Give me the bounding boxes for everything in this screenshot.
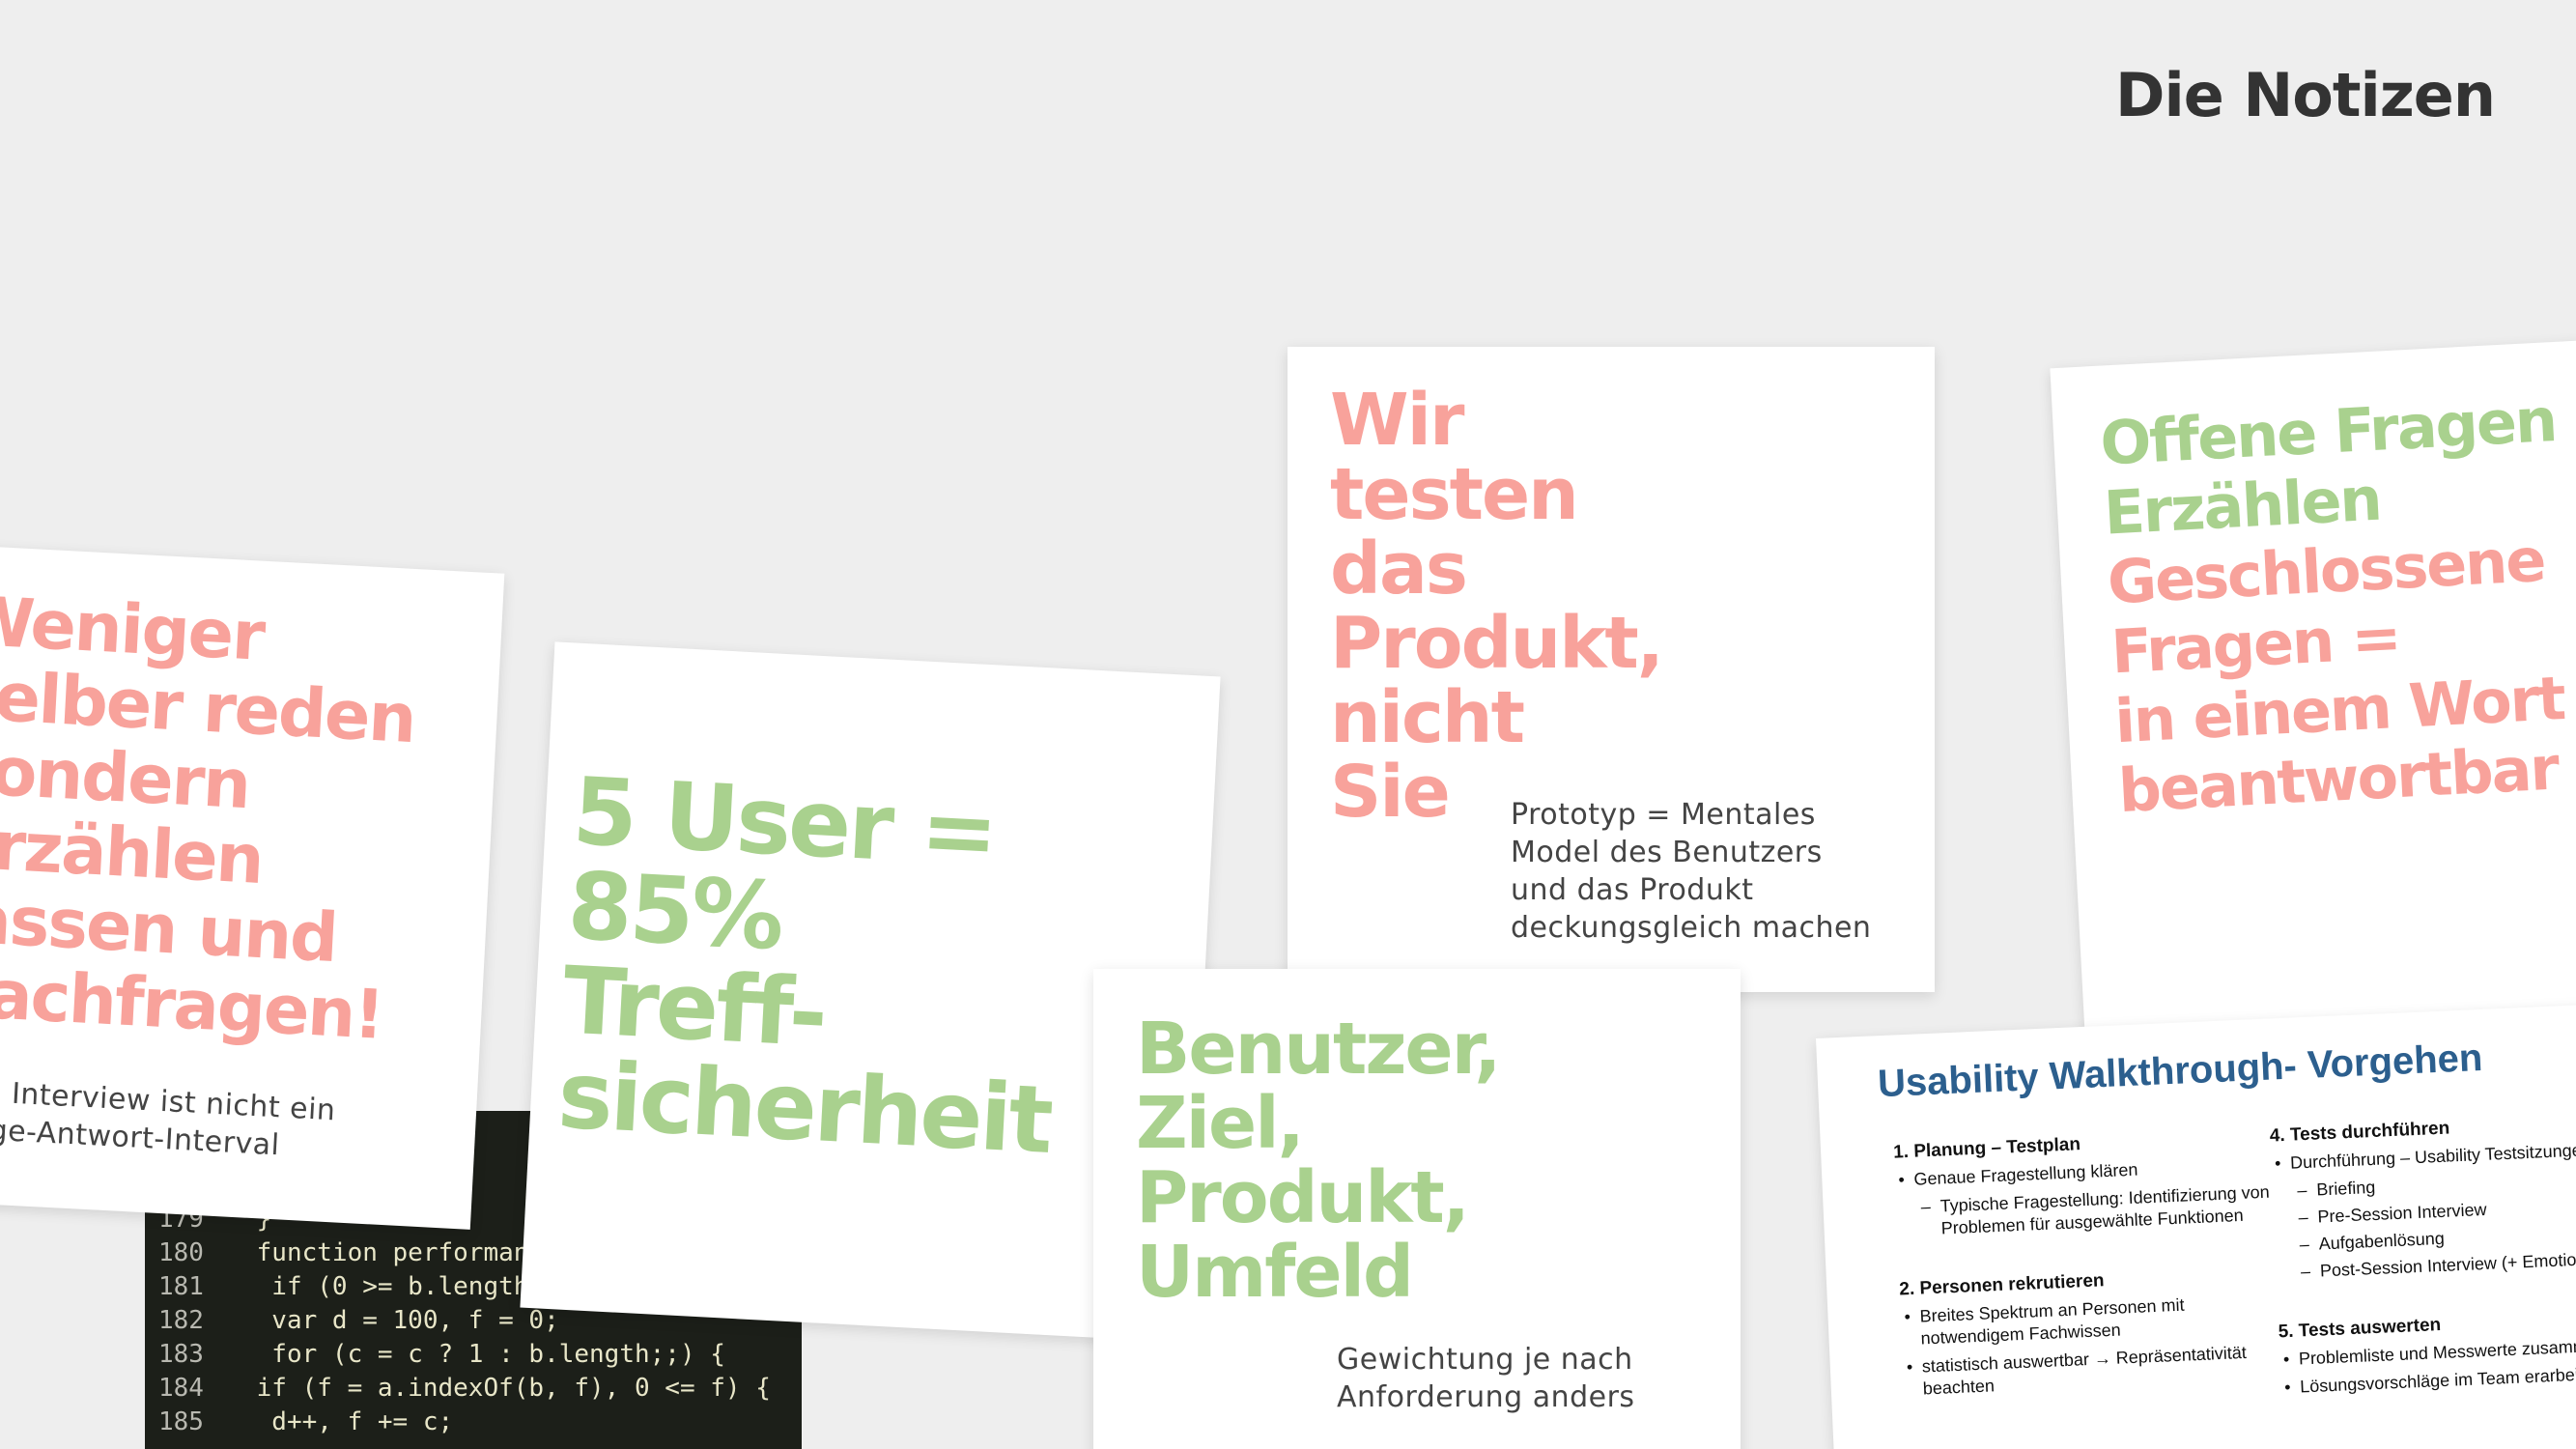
note-card: Wir testen das Produkt, nicht Sie Prototyp = M… [1288, 347, 1935, 992]
body-line: deckungsgleich machen [1511, 911, 1872, 945]
body-line: Prototyp = Mentales [1511, 798, 1816, 832]
heading-line: testen [1330, 453, 1579, 536]
slide-column: 4. Tests durchführenDurchführung – Usabi… [2269, 1108, 2576, 1435]
code-text: if (f = a.indexOf(b, f), 0 <= f) { [241, 1374, 771, 1403]
heading-line: sicherheit [555, 1040, 1054, 1175]
card-heading: Wir testen das Produkt, nicht Sie [1330, 379, 1664, 834]
heading-line: Umfeld [1136, 1231, 1414, 1314]
line-number: 184 [158, 1374, 204, 1403]
heading-line: Produkt, [1330, 602, 1664, 685]
heading-line: Ziel, [1136, 1082, 1305, 1165]
card-body: Gewichtung je nach Anforderung anders [1337, 1341, 1635, 1416]
body-line: Anforderung anders [1337, 1380, 1635, 1414]
body-line: Gewichtung je nach [1337, 1343, 1633, 1377]
card-heading: Weniger selber reden sondern erzählen lassen… [0, 581, 420, 1054]
heading-line: das [1330, 527, 1468, 611]
code-text: d++, f += c; [241, 1407, 454, 1436]
slide-section: 2. Personen rekrutierenBreites Spektrum … [1899, 1262, 2290, 1401]
line-number: 183 [158, 1340, 204, 1369]
card-body: Prototyp = Mentales Model des Benutzers un… [1511, 796, 1871, 947]
heading-line: Benutzer, [1136, 1008, 1501, 1091]
code-text: function performance [241, 1238, 559, 1267]
note-card: Weniger selber reden sondern erzählen lassen… [0, 538, 505, 1230]
heading-line: nicht [1330, 676, 1525, 759]
code-text: var d = 100, f = 0; [241, 1306, 559, 1335]
card-body: Das Interview ist nicht ein Frage-Antwort… [0, 1071, 336, 1167]
note-card: Benutzer, Ziel, Produkt, Umfeld Gewichtung j… [1093, 969, 1741, 1449]
card-heading: Offene Fragen = Erzählen Geschlossene Frage… [2099, 381, 2576, 826]
card-heading: 5 User = 85% Treff-sicherheit [555, 757, 1067, 1175]
slide-section: 1. Planung – TestplanGenaue Fragestellun… [1893, 1124, 2283, 1241]
slide-column: 1. Planung – TestplanGenaue Fragestellun… [1893, 1124, 2292, 1437]
line-number: 182 [158, 1306, 204, 1335]
code-text: for (c = c ? 1 : b.length;;) { [241, 1340, 725, 1369]
card-heading: Benutzer, Ziel, Produkt, Umfeld [1136, 1008, 1501, 1314]
slide-section: 4. Tests durchführenDurchführung – Usabi… [2269, 1108, 2576, 1284]
heading-line: Wir [1330, 379, 1464, 462]
slide-screenshot: Usability Walkthrough- Vorgehen 1. Planun… [1816, 1000, 2576, 1449]
line-number: 180 [158, 1238, 204, 1267]
page-title: Die Notizen [2115, 60, 2496, 130]
note-card: Offene Fragen = Erzählen Geschlossene Frage… [2050, 331, 2576, 1035]
line-number: 185 [158, 1407, 204, 1436]
slide-section: 5. Tests auswertenProblemliste und Messw… [2278, 1304, 2576, 1399]
heading-line: Produkt, [1136, 1156, 1470, 1239]
sub-item: Typische Fragestellung: Identifizierung … [1895, 1180, 2283, 1241]
slide-title: Usability Walkthrough- Vorgehen [1877, 1036, 2484, 1106]
heading-line: Sie [1330, 751, 1451, 834]
body-line: Model des Benutzers [1511, 836, 1823, 869]
line-number: 181 [158, 1272, 204, 1301]
body-line: und das Produkt [1511, 873, 1754, 907]
bullet-item: statistisch auswertbar → Repräsentativit… [1902, 1340, 2290, 1401]
